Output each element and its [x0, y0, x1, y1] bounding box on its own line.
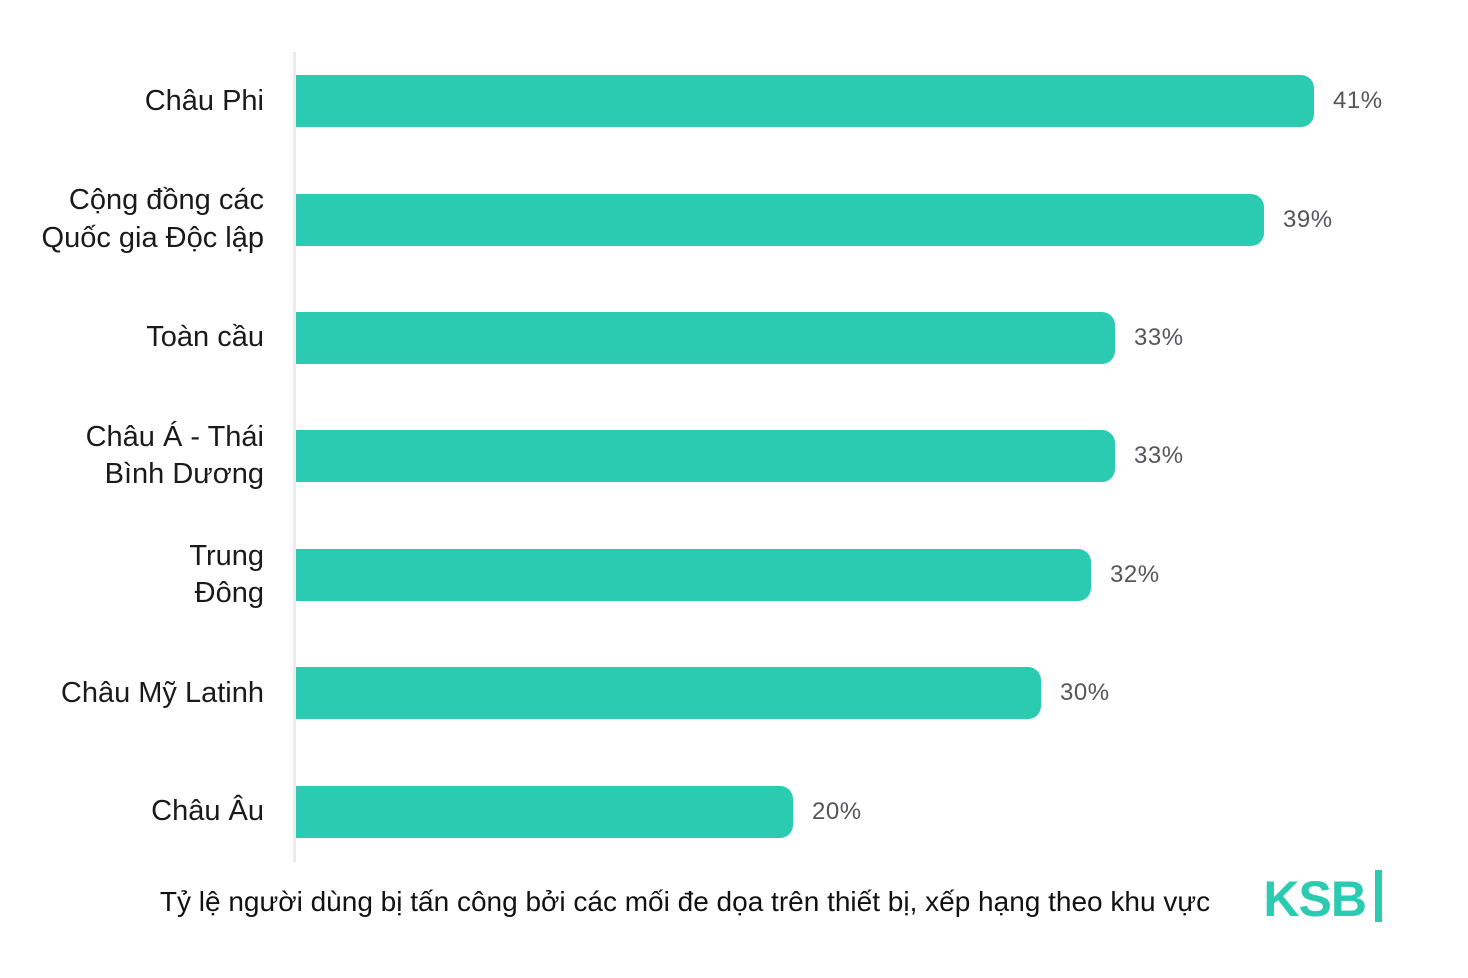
category-label: Toàn cầu	[146, 321, 264, 354]
chart-rows: Châu Phi 41% Cộng đồng các Quốc gia Độc lập…	[0, 42, 1468, 870]
chart-row: Cộng đồng các Quốc gia Độc lập 39%	[0, 160, 1468, 278]
bar-chart: Châu Phi 41% Cộng đồng các Quốc gia Độc lập…	[0, 42, 1468, 870]
ksb-logo: KSB	[1263, 870, 1382, 927]
footer: Tỷ lệ người dùng bị tấn công bởi các mối…	[0, 870, 1468, 978]
category-label: Trung Đông	[189, 539, 264, 609]
ksb-logo-bar-icon	[1375, 870, 1382, 922]
bar-track: 33%	[296, 430, 1468, 483]
category-label: Cộng đồng các Quốc gia Độc lập	[41, 184, 264, 254]
bar	[296, 785, 793, 838]
bar-track: 32%	[296, 548, 1468, 601]
bar	[296, 548, 1091, 601]
chart-row: Trung Đông 32%	[0, 516, 1468, 634]
value-label: 32%	[1110, 560, 1160, 588]
bar-track: 39%	[296, 193, 1468, 246]
bar-track: 41%	[296, 75, 1468, 128]
chart-row: Châu Mỹ Latinh 30%	[0, 634, 1468, 752]
bar	[296, 75, 1314, 128]
y-axis-line	[293, 52, 296, 862]
bar-track: 20%	[296, 785, 1468, 838]
value-label: 30%	[1060, 679, 1110, 707]
value-label: 41%	[1333, 87, 1383, 115]
bar	[296, 193, 1264, 246]
chart-caption: Tỷ lệ người dùng bị tấn công bởi các mối…	[159, 886, 1211, 917]
bar	[296, 311, 1115, 364]
value-label: 33%	[1134, 323, 1184, 351]
value-label: 33%	[1134, 442, 1184, 470]
ksb-logo-text: KSB	[1263, 871, 1367, 927]
value-label: 20%	[812, 797, 862, 825]
bar	[296, 430, 1115, 483]
category-label: Châu Phi	[144, 84, 264, 117]
category-label: Châu Âu	[151, 794, 264, 827]
category-label: Châu Á - Thái Bình Dương	[85, 421, 264, 491]
bar-track: 33%	[296, 311, 1468, 364]
chart-row: Châu Phi 41%	[0, 42, 1468, 160]
chart-row: Toàn cầu 33%	[0, 279, 1468, 397]
category-label: Châu Mỹ Latinh	[60, 676, 264, 709]
bar	[296, 667, 1041, 720]
chart-row: Châu Á - Thái Bình Dương 33%	[0, 397, 1468, 515]
chart-row: Châu Âu 20%	[0, 752, 1468, 870]
bar-track: 30%	[296, 667, 1468, 720]
value-label: 39%	[1283, 205, 1333, 233]
